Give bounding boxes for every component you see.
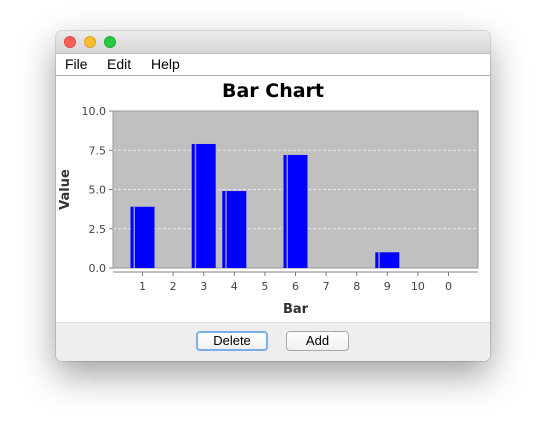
menu-bar: File Edit Help [56,54,490,76]
x-tick-label: 9 [384,280,391,293]
y-axis-label: Value [58,169,73,210]
x-tick-label: 4 [231,280,238,293]
x-tick-label: 2 [170,280,177,293]
menu-file[interactable]: File [65,56,88,72]
add-button[interactable]: Add [286,331,349,351]
bar-highlight [286,154,288,268]
menu-help[interactable]: Help [151,56,180,72]
bar-chart: Bar Chart 0.02.55.07.510.0 1 2 3 4 5 6 7 8 9 10 0 … [58,80,479,317]
x-tick-label: 8 [353,280,360,293]
x-tick-label: 10 [411,280,425,293]
bar-highlight [133,206,135,268]
y-tick-label: 10.0 [82,105,107,118]
x-axis-label: Bar [283,302,309,317]
menu-edit[interactable]: Edit [107,56,132,72]
bar [375,252,400,268]
y-tick-label: 5.0 [89,184,107,197]
x-tick-label: 6 [292,280,299,293]
bar-highlight [225,191,227,268]
chart-panel: Bar Chart 0.0 2.5 5.0 7.5 10.0 1 2 3 4 5 6 7 8 9 10 0 … [56,76,490,322]
x-tick-label: 1 [139,280,146,293]
delete-button[interactable]: Delete [196,331,268,351]
y-tick-label: 7.5 [89,144,107,157]
close-window-button[interactable] [64,36,76,48]
x-tick-label: 0 [445,280,452,293]
title-bar[interactable] [56,31,490,54]
x-tick-label: 7 [323,280,330,293]
app-window: File Edit Help Bar Chart 0.0 2.5 5.0 7.5 10.… [56,31,490,361]
bar-highlight [194,143,197,268]
minimize-window-button[interactable] [84,36,96,48]
maximize-window-button[interactable] [104,36,116,48]
bar-highlight [378,252,380,268]
y-tick-label: 2.5 [89,223,107,236]
x-tick-label: 3 [200,280,207,293]
x-tick-label: 5 [261,280,268,293]
chart-title: Bar Chart [222,80,324,102]
y-tick-label: 0.0 [89,262,107,275]
button-bar: Delete Add [56,322,490,361]
